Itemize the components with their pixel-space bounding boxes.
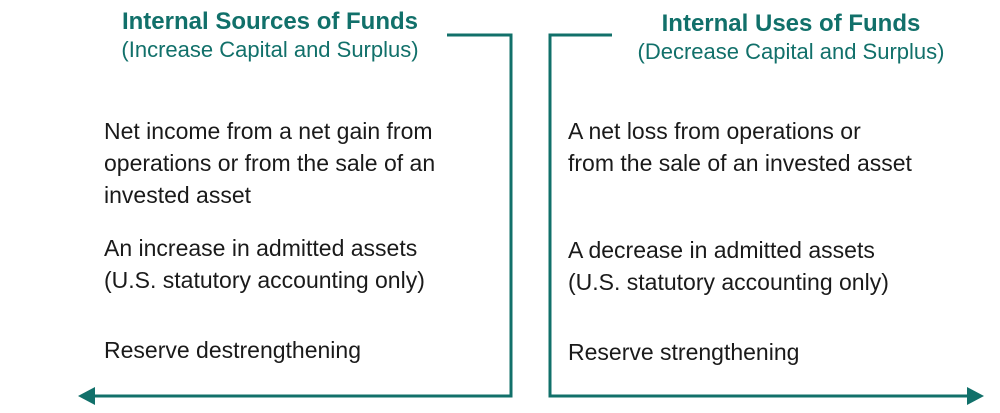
item-line: Net income from a net gain from: [104, 118, 433, 144]
internal-sources-list: Net income from a net gain from operatio…: [104, 115, 504, 375]
list-item-net-loss: A net loss from operations or from the s…: [568, 115, 912, 179]
item-line: An increase in admitted assets: [104, 235, 418, 261]
right-bracket-line: [548, 33, 972, 398]
internal-sources-subtitle: (Increase Capital and Surplus): [121, 36, 419, 62]
list-item-decrease-admitted-assets: A decrease in admitted assets (U.S. stat…: [568, 234, 889, 298]
item-line: (U.S. statutory accounting only): [104, 267, 425, 293]
internal-uses-title: Internal Uses of Funds: [661, 10, 921, 37]
left-bracket-line: [88, 33, 513, 398]
internal-sources-heading: Internal Sources of Funds (Increase Capi…: [88, 8, 452, 63]
item-line: Reserve destrengthening: [104, 337, 361, 363]
list-item-reserve-destrengthening: Reserve destrengthening: [104, 334, 361, 366]
left-arrowhead-icon: [78, 387, 95, 405]
item-line: (U.S. statutory accounting only): [568, 269, 889, 295]
item-line: A decrease in admitted assets: [568, 237, 875, 263]
list-item-net-income: Net income from a net gain from operatio…: [104, 115, 435, 211]
item-line: invested asset: [104, 182, 252, 208]
item-line: operations or from the sale of an: [104, 150, 436, 176]
internal-sources-title: Internal Sources of Funds: [121, 8, 419, 35]
internal-uses-list: A net loss from operations or from the s…: [568, 115, 988, 375]
internal-uses-heading: Internal Uses of Funds (Decrease Capital…: [606, 10, 976, 65]
right-arrowhead-icon: [967, 387, 984, 405]
item-line: Reserve strengthening: [568, 339, 800, 365]
list-item-reserve-strengthening: Reserve strengthening: [568, 336, 799, 368]
item-line: from the sale of an invested asset: [568, 150, 912, 176]
list-item-increase-admitted-assets: An increase in admitted assets (U.S. sta…: [104, 232, 425, 296]
internal-uses-subtitle: (Decrease Capital and Surplus): [637, 38, 945, 64]
item-line: A net loss from operations or: [568, 118, 861, 144]
